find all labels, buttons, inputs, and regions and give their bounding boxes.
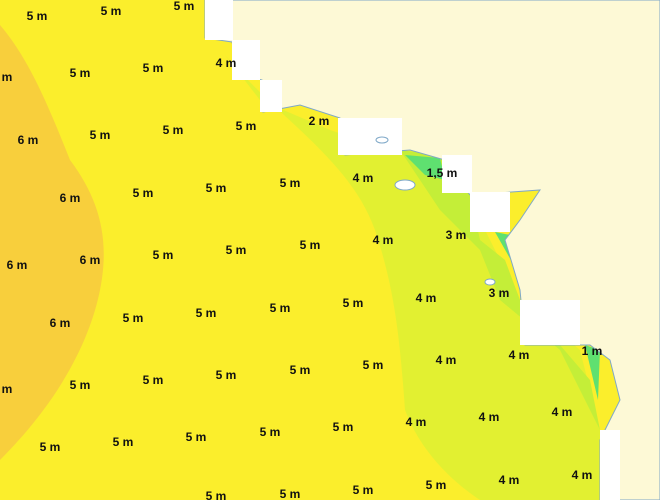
depth-label: 4 m bbox=[353, 171, 374, 185]
depth-label: 4 m bbox=[479, 410, 500, 424]
depth-label: 5 m bbox=[206, 181, 227, 195]
depth-label: 5 m bbox=[174, 0, 195, 13]
depth-label: 4 m bbox=[406, 415, 427, 429]
depth-label: 5 m bbox=[123, 311, 144, 325]
depth-label: 6 m bbox=[50, 316, 71, 330]
depth-label: 5 m bbox=[343, 296, 364, 310]
depth-label: 4 m bbox=[416, 291, 437, 305]
depth-label: 4 m bbox=[572, 468, 593, 482]
island bbox=[484, 278, 496, 286]
islands bbox=[375, 136, 496, 286]
depth-label: 6 m bbox=[0, 382, 12, 396]
depth-label: 5 m bbox=[353, 483, 374, 497]
depth-label: 3 m bbox=[446, 228, 467, 242]
no-data-cells bbox=[205, 0, 620, 500]
depth-label: 5 m bbox=[206, 489, 227, 500]
depth-label: 5 m bbox=[143, 373, 164, 387]
depth-label: 6 m bbox=[60, 191, 81, 205]
depth-label: 5 m bbox=[300, 238, 321, 252]
no-data-cell bbox=[260, 80, 282, 112]
island bbox=[375, 136, 389, 144]
depth-label: 5 m bbox=[153, 248, 174, 262]
depth-label: 5 m bbox=[280, 487, 301, 500]
shallower-zone bbox=[400, 150, 600, 430]
depth-label: 5 m bbox=[280, 176, 301, 190]
depth-label: 1 m bbox=[582, 344, 603, 358]
depth-label: 4 m bbox=[436, 353, 457, 367]
depth-label: 5 m bbox=[333, 420, 354, 434]
depth-label: 5 m bbox=[236, 119, 257, 133]
no-data-cell bbox=[338, 118, 402, 155]
depth-label: 5 m bbox=[40, 440, 61, 454]
depth-label: 4 m bbox=[499, 473, 520, 487]
depth-label: 5 m bbox=[101, 4, 122, 18]
depth-label: 5 m bbox=[27, 9, 48, 23]
depth-label: 4 m bbox=[509, 348, 530, 362]
depth-label: 6 m bbox=[0, 70, 12, 84]
depth-label: 1,5 m bbox=[427, 166, 458, 180]
depth-label: 4 m bbox=[552, 405, 573, 419]
depth-label: 5 m bbox=[113, 435, 134, 449]
depth-label: 5 m bbox=[426, 478, 447, 492]
depth-label: 5 m bbox=[216, 368, 237, 382]
depth-label: 6 m bbox=[80, 253, 101, 267]
depth-label: 5 m bbox=[143, 61, 164, 75]
no-data-cell bbox=[600, 430, 620, 500]
depth-label: 5 m bbox=[90, 128, 111, 142]
depth-label: 6 m bbox=[18, 133, 39, 147]
depth-label: 5 m bbox=[260, 425, 281, 439]
depth-label: 5 m bbox=[70, 66, 91, 80]
no-data-cell bbox=[442, 155, 472, 193]
depth-label: 5 m bbox=[70, 378, 91, 392]
depth-label: 3 m bbox=[489, 286, 510, 300]
depth-label: 5 m bbox=[226, 243, 247, 257]
depth-label: 5 m bbox=[196, 306, 217, 320]
no-data-cell bbox=[205, 0, 233, 40]
depth-label: 5 m bbox=[186, 430, 207, 444]
depth-label: 5 m bbox=[363, 358, 384, 372]
depth-label: 5 m bbox=[133, 186, 154, 200]
depth-label: 6 m bbox=[7, 258, 28, 272]
no-data-cell bbox=[232, 40, 260, 80]
no-data-cell bbox=[470, 192, 510, 232]
depth-label: 4 m bbox=[373, 233, 394, 247]
depth-label: 5 m bbox=[270, 301, 291, 315]
depth-label: 4 m bbox=[216, 56, 237, 70]
no-data-cell bbox=[520, 300, 580, 345]
shallow-zone bbox=[225, 55, 600, 500]
deep-zone bbox=[0, 25, 104, 460]
depth-label: 5 m bbox=[290, 363, 311, 377]
depth-label: 2 m bbox=[309, 114, 330, 128]
depth-label: 5 m bbox=[163, 123, 184, 137]
island bbox=[394, 179, 416, 191]
